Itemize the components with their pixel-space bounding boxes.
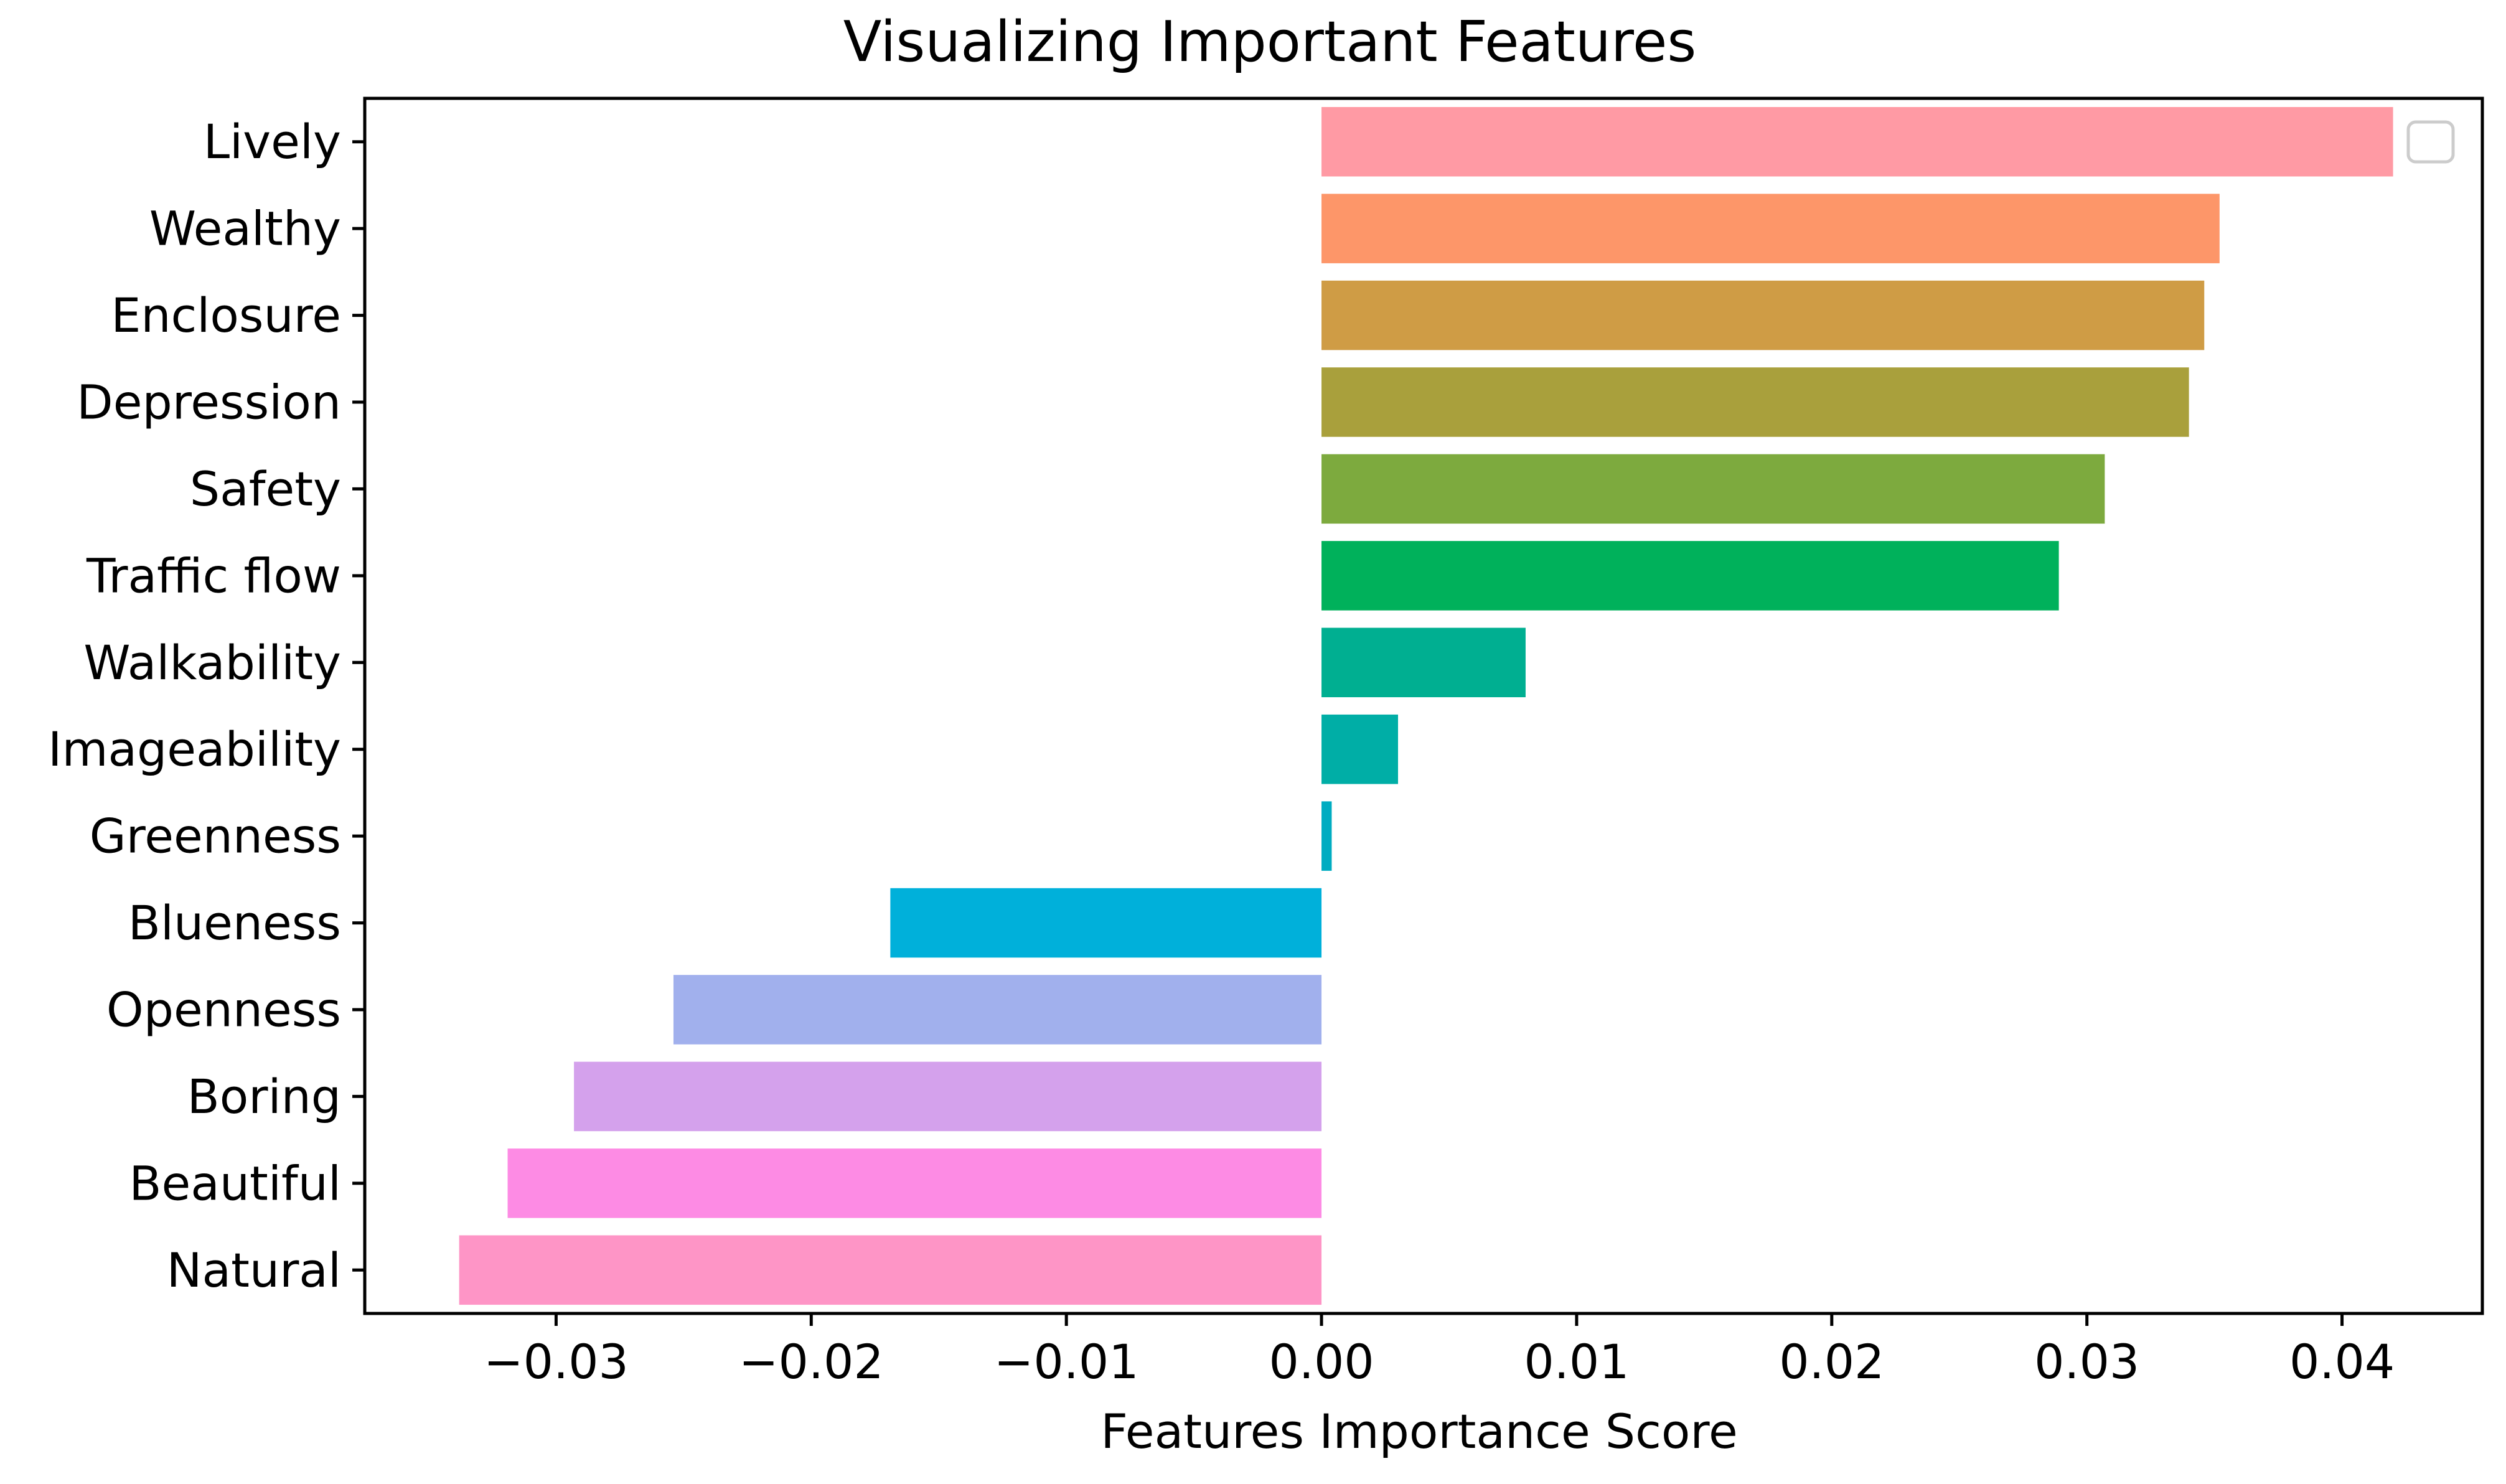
x-tick-label-0: −0.03: [484, 1334, 629, 1389]
y-tick-label-beautiful: Beautiful: [129, 1155, 341, 1211]
y-tick-label-depression: Depression: [77, 375, 341, 430]
bar-wealthy: [1321, 194, 2220, 263]
plot-frame: [363, 96, 2484, 1315]
x-tick-label-1: −0.02: [739, 1334, 884, 1389]
y-tick-label-wealthy: Wealthy: [149, 201, 341, 256]
legend-box: [2406, 120, 2455, 164]
bar-traffic-flow: [1321, 541, 2059, 611]
bar-boring: [574, 1061, 1322, 1132]
bar-enclosure: [1321, 280, 2205, 350]
y-tick-label-safety: Safety: [190, 461, 341, 517]
bar-blueness: [890, 888, 1322, 958]
bars-layer: [459, 106, 2393, 1305]
y-tick-label-traffic-flow: Traffic flow: [86, 548, 341, 603]
ticks-layer: [352, 140, 2344, 1326]
bar-beautiful: [507, 1148, 1322, 1218]
x-tick-label-6: 0.03: [2034, 1334, 2139, 1389]
y-tick-label-blueness: Blueness: [128, 895, 341, 951]
chart-title: Visualizing Important Features: [843, 9, 1696, 75]
y-tick-label-natural: Natural: [167, 1242, 341, 1298]
x-axis-label: Features Importance Score: [1100, 1404, 1737, 1459]
y-tick-label-imageability: Imageability: [48, 721, 341, 777]
y-tick-label-boring: Boring: [187, 1069, 341, 1124]
bar-depression: [1321, 367, 2189, 437]
bar-greenness: [1321, 801, 1332, 871]
y-tick-label-walkability: Walkability: [83, 635, 341, 690]
x-tick-label-5: 0.02: [1779, 1334, 1884, 1389]
bar-natural: [459, 1235, 1322, 1305]
y-tick-label-greenness: Greenness: [90, 809, 341, 864]
labels-layer: Lively Wealthy Enclosure Depression Safety Tr…: [48, 114, 2395, 1389]
x-tick-label-7: 0.04: [2289, 1334, 2395, 1389]
bar-openness: [673, 975, 1322, 1045]
y-tick-label-enclosure: Enclosure: [111, 288, 341, 343]
bar-lively: [1321, 106, 2393, 177]
bar-safety: [1321, 454, 2105, 524]
y-tick-label-openness: Openness: [106, 982, 341, 1038]
y-tick-label-lively: Lively: [204, 114, 341, 169]
bar-walkability: [1321, 627, 1526, 698]
bar-imageability: [1321, 714, 1399, 784]
x-tick-label-4: 0.01: [1524, 1334, 1629, 1389]
x-tick-label-2: −0.01: [994, 1334, 1139, 1389]
x-tick-label-3: 0.00: [1269, 1334, 1374, 1389]
